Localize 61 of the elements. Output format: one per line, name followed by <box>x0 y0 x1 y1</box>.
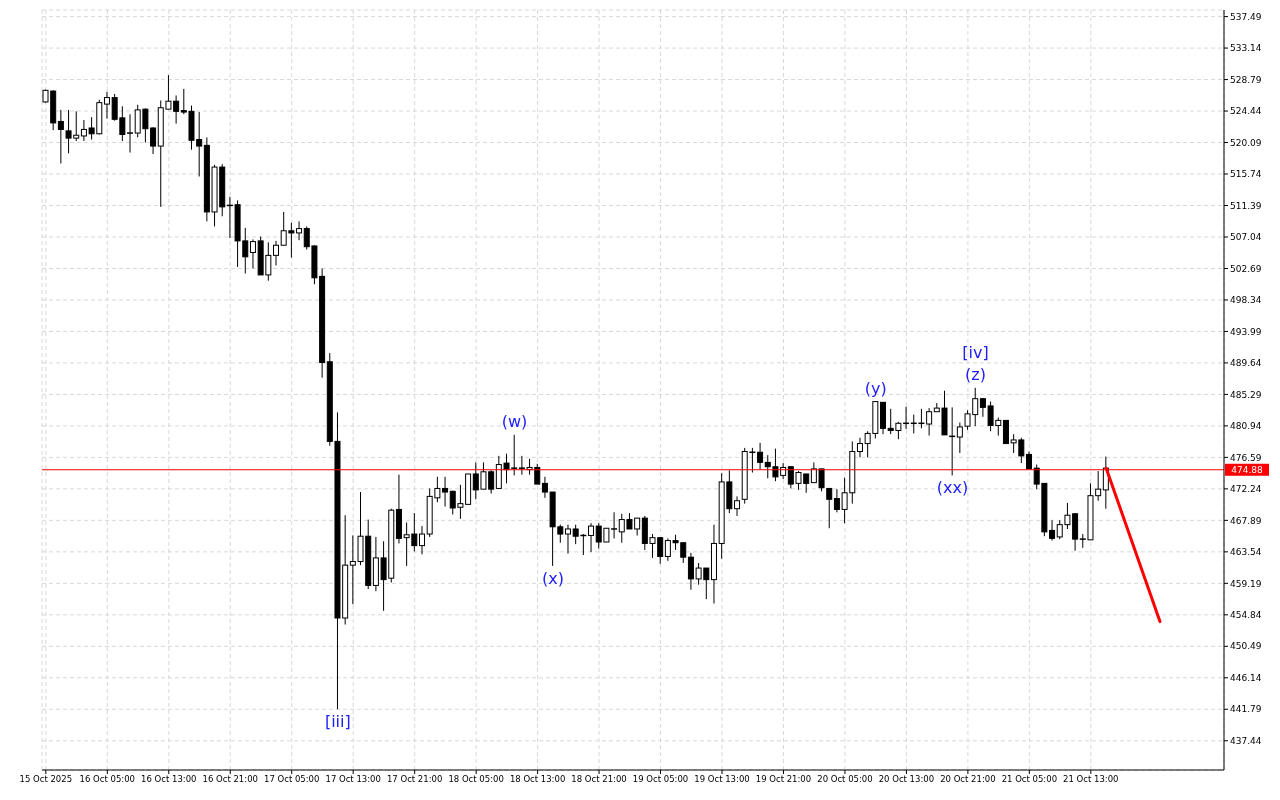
x-tick-label: 17 Oct 21:00 <box>386 774 443 785</box>
y-tick-label: 515.74 <box>1230 169 1262 180</box>
x-tick-label: 17 Oct 05:00 <box>264 774 320 785</box>
candlestick <box>564 524 571 555</box>
candlestick <box>419 525 425 555</box>
candlestick <box>757 442 764 471</box>
candlestick <box>826 487 833 529</box>
y-tick-label: 459.19 <box>1230 578 1262 589</box>
x-tick-label: 16 Oct 13:00 <box>141 774 197 785</box>
y-tick-label: 524.44 <box>1230 106 1262 117</box>
y-tick-label: 476.59 <box>1230 452 1262 463</box>
annotation: (y) <box>864 378 887 398</box>
x-tick-label: 20 Oct 21:00 <box>940 774 996 785</box>
y-tick-label: 507.04 <box>1230 232 1262 243</box>
x-tick-label: 21 Oct 05:00 <box>1001 774 1058 785</box>
x-tick-label: 19 Oct 13:00 <box>694 774 750 785</box>
annotation: (xx) <box>936 478 969 498</box>
y-tick-label: 454.84 <box>1230 610 1262 621</box>
x-tick-label: 20 Oct 05:00 <box>817 774 873 785</box>
y-tick-label: 485.29 <box>1230 389 1262 400</box>
y-tick-label: 446.14 <box>1230 672 1262 683</box>
x-tick-label: 18 Oct 13:00 <box>509 774 566 785</box>
x-tick-label: 17 Oct 13:00 <box>325 774 381 785</box>
x-tick-label: 20 Oct 13:00 <box>878 774 935 785</box>
annotation: (z) <box>965 364 987 384</box>
candlestick <box>734 495 741 517</box>
x-tick-label: 18 Oct 21:00 <box>571 774 627 785</box>
y-tick-label: 450.49 <box>1230 641 1262 652</box>
y-tick-label: 520.09 <box>1230 137 1262 148</box>
y-tick-label: 533.14 <box>1230 43 1262 54</box>
y-tick-label: 498.34 <box>1230 295 1262 306</box>
x-tick-label: 19 Oct 21:00 <box>755 774 812 785</box>
x-tick-label: 21 Oct 13:00 <box>1063 774 1119 785</box>
y-tick-label: 528.79 <box>1230 74 1262 85</box>
annotation: [iv] <box>962 342 989 362</box>
y-tick-label: 467.89 <box>1230 515 1262 526</box>
candlestick <box>926 407 933 437</box>
y-tick-label: 511.39 <box>1230 200 1262 211</box>
candlestick <box>103 91 110 120</box>
y-tick-label: 437.44 <box>1230 735 1262 746</box>
y-tick-label: 493.99 <box>1230 326 1262 337</box>
ref-line-label: 474.88 <box>1231 465 1264 476</box>
y-tick-label: 502.69 <box>1230 263 1262 274</box>
annotation: (x) <box>541 568 564 588</box>
candlestick <box>588 522 595 553</box>
annotation: [iii] <box>324 712 351 732</box>
x-tick-label: 18 Oct 05:00 <box>448 774 504 785</box>
y-tick-label: 472.24 <box>1230 484 1262 495</box>
candlestick <box>57 109 64 164</box>
annotation: (w) <box>501 411 528 431</box>
x-tick-label: 16 Oct 21:00 <box>202 774 258 785</box>
candlestick <box>273 240 280 266</box>
candlestick <box>126 113 134 154</box>
y-tick-label: 480.94 <box>1230 421 1262 432</box>
y-tick-label: 441.79 <box>1230 704 1262 715</box>
y-tick-label: 489.64 <box>1230 358 1262 369</box>
x-tick-label: 16 Oct 05:00 <box>79 774 136 785</box>
x-tick-label: 19 Oct 05:00 <box>632 774 689 785</box>
x-tick-label: 15 Oct 2025 <box>19 774 73 785</box>
y-tick-label: 537.49 <box>1230 11 1262 22</box>
y-tick-label: 463.54 <box>1230 547 1262 558</box>
